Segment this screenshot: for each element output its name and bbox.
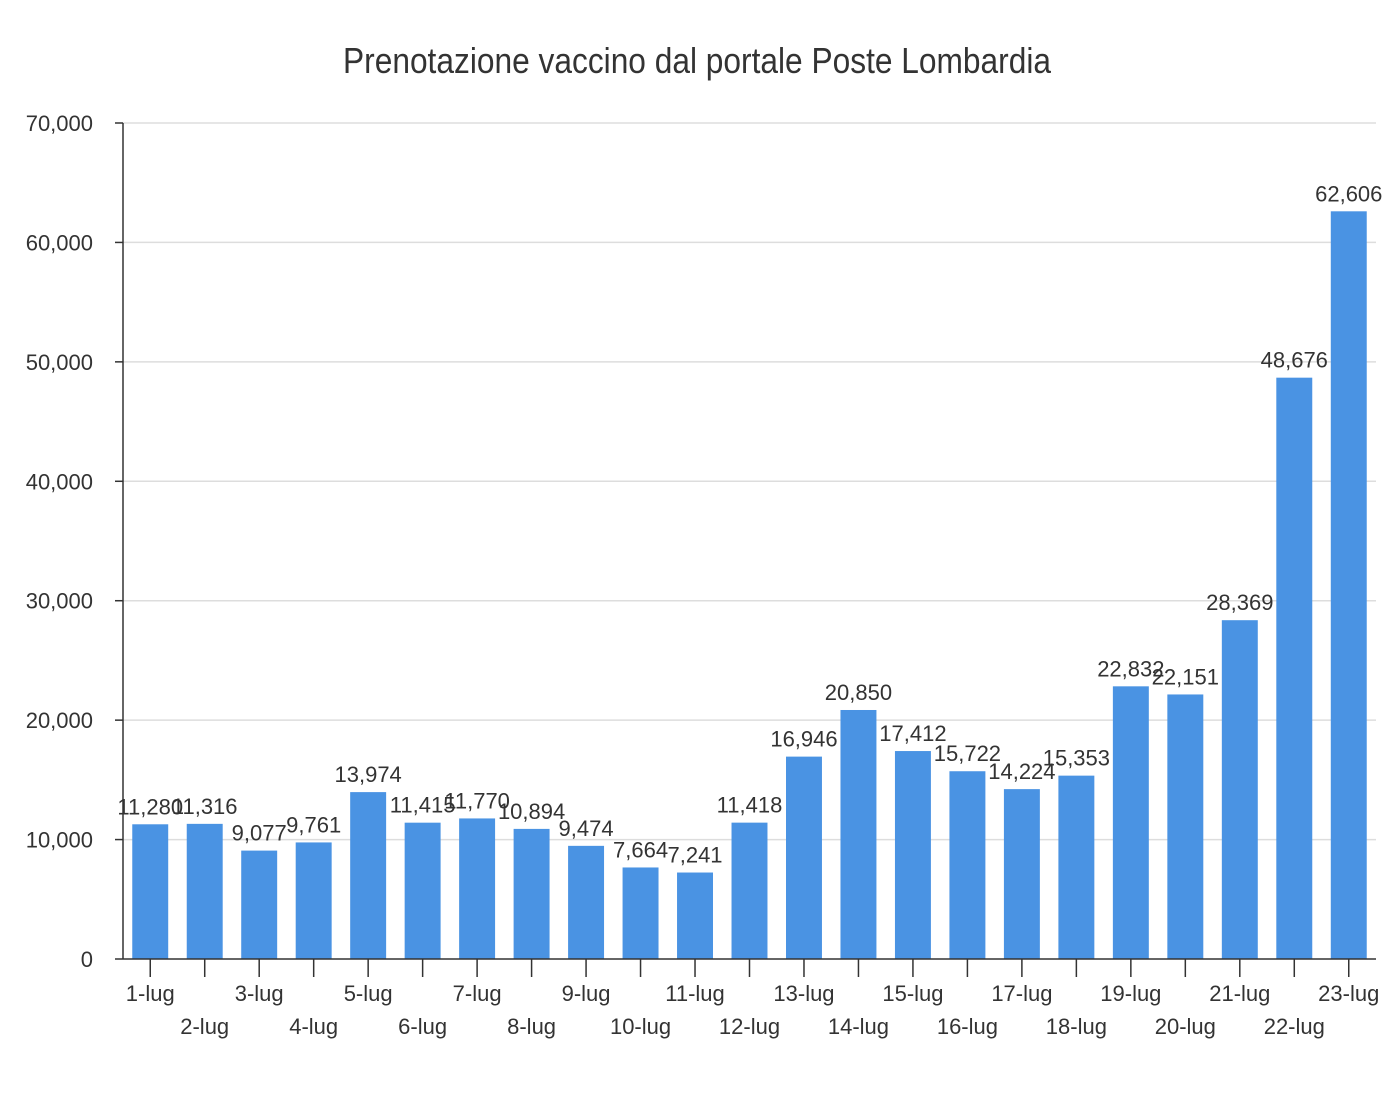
data-label: 11,280 bbox=[117, 794, 183, 819]
x-tick-label: 10-lug bbox=[610, 1014, 671, 1039]
bar-11-lug bbox=[677, 872, 713, 959]
bar-3-lug bbox=[241, 850, 278, 959]
bar-22-lug bbox=[1276, 377, 1313, 959]
bar-9-lug bbox=[568, 845, 605, 959]
bar-20-lug bbox=[1167, 694, 1204, 959]
x-tick-label: 5-lug bbox=[344, 981, 393, 1006]
data-label: 62,606 bbox=[1315, 181, 1382, 206]
data-label: 11,415 bbox=[390, 793, 456, 818]
x-tick-label: 7-lug bbox=[453, 981, 502, 1006]
bar-19-lug bbox=[1112, 686, 1149, 959]
x-tick-label: 14-lug bbox=[828, 1014, 889, 1039]
gridlines bbox=[123, 122, 1376, 841]
x-tick-label: 9-lug bbox=[562, 981, 611, 1006]
bar-16-lug bbox=[949, 771, 986, 959]
y-tick-label: 70,000 bbox=[26, 111, 93, 136]
x-tick-label: 17-lug bbox=[991, 981, 1052, 1006]
data-label: 48,676 bbox=[1261, 348, 1328, 373]
bar-17-lug bbox=[1003, 789, 1040, 959]
data-label: 10,894 bbox=[498, 799, 565, 824]
data-label: 9,761 bbox=[286, 812, 341, 837]
y-tick-label: 60,000 bbox=[26, 230, 93, 255]
data-label: 14,224 bbox=[988, 759, 1055, 784]
data-label: 7,664 bbox=[613, 837, 668, 862]
data-label: 20,850 bbox=[825, 680, 892, 705]
x-tick-label: 18-lug bbox=[1046, 1014, 1107, 1039]
bar-23-lug bbox=[1330, 211, 1367, 959]
y-tick-label: 20,000 bbox=[26, 708, 93, 733]
y-tick-label: 10,000 bbox=[26, 828, 93, 853]
data-label: 13,974 bbox=[335, 762, 402, 787]
data-label: 9,077 bbox=[232, 821, 287, 846]
data-label: 15,353 bbox=[1043, 746, 1110, 771]
data-label: 11,418 bbox=[717, 793, 783, 818]
y-tick-label: 50,000 bbox=[26, 350, 93, 375]
axes: 0 10,000 20,000 30,000 40,000 50,000 60,000 70,… bbox=[26, 111, 1380, 1039]
x-tick-label: 4-lug bbox=[289, 1014, 338, 1039]
x-tick-label: 21-lug bbox=[1209, 981, 1270, 1006]
bar-7-lug bbox=[459, 818, 496, 959]
x-tick-label: 12-lug bbox=[719, 1014, 780, 1039]
bars bbox=[132, 211, 1367, 959]
bar-13-lug bbox=[786, 756, 822, 959]
data-label: 15,722 bbox=[934, 741, 1001, 766]
chart-title: Prenotazione vaccino dal portale Poste L… bbox=[343, 40, 1051, 81]
x-tick-label: 16-lug bbox=[937, 1014, 998, 1039]
bar-4-lug bbox=[295, 842, 332, 959]
bar-10-lug bbox=[622, 867, 659, 959]
bar-2-lug bbox=[186, 823, 223, 959]
x-tick-label: 20-lug bbox=[1155, 1014, 1216, 1039]
data-label: 11,316 bbox=[172, 794, 238, 819]
bar-8-lug bbox=[513, 828, 550, 959]
data-label: 17,412 bbox=[879, 721, 946, 746]
x-tick-label: 13-lug bbox=[773, 981, 834, 1006]
bar-14-lug bbox=[840, 709, 877, 959]
data-label: 28,369 bbox=[1206, 590, 1273, 615]
bar-15-lug bbox=[894, 751, 931, 959]
y-tick-label: 0 bbox=[81, 947, 93, 972]
x-tick-label: 3-lug bbox=[235, 981, 284, 1006]
x-tick-label: 6-lug bbox=[398, 1014, 447, 1039]
bar-21-lug bbox=[1221, 620, 1258, 959]
x-tick-label: 23-lug bbox=[1318, 981, 1379, 1006]
x-tick-label: 1-lug bbox=[126, 981, 175, 1006]
data-label: 16,946 bbox=[770, 727, 837, 752]
x-tick-label: 11-lug bbox=[665, 981, 725, 1006]
bar-18-lug bbox=[1058, 775, 1095, 959]
bar-1-lug bbox=[132, 824, 169, 959]
y-tick-label: 30,000 bbox=[26, 589, 93, 614]
x-tick-label: 15-lug bbox=[882, 981, 943, 1006]
data-label: 9,474 bbox=[559, 816, 614, 841]
data-label: 11,770 bbox=[444, 788, 510, 813]
data-label: 22,151 bbox=[1152, 664, 1219, 689]
bar-12-lug bbox=[731, 822, 768, 959]
x-tick-label: 8-lug bbox=[507, 1014, 556, 1039]
bar-5-lug bbox=[350, 792, 387, 959]
data-label: 7,241 bbox=[667, 843, 722, 868]
bar-6-lug bbox=[404, 822, 441, 959]
x-tick-label: 2-lug bbox=[180, 1014, 229, 1039]
x-tick-label: 19-lug bbox=[1100, 981, 1161, 1006]
data-label: 22,832 bbox=[1097, 656, 1164, 681]
y-tick-label: 40,000 bbox=[26, 469, 93, 494]
x-tick-label: 22-lug bbox=[1264, 1014, 1325, 1039]
